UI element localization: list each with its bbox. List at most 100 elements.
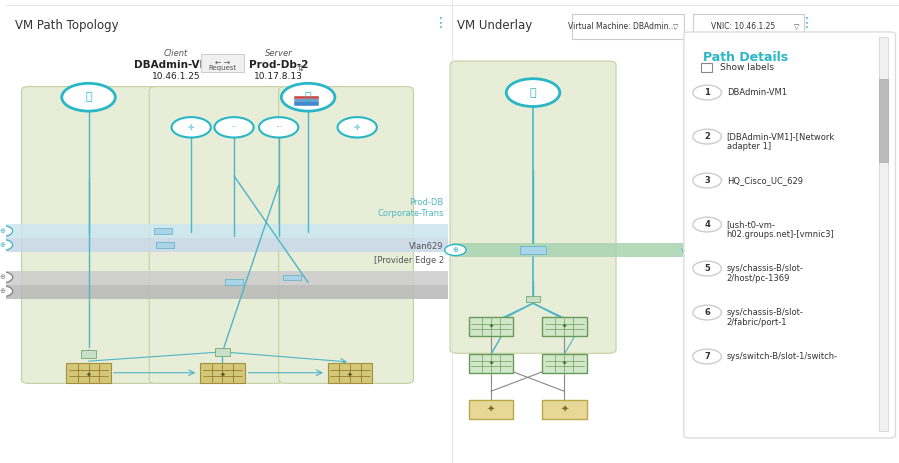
Text: [DBAdmin-VM1]-[Network
adapter 1]: [DBAdmin-VM1]-[Network adapter 1] xyxy=(726,132,835,151)
Text: 4: 4 xyxy=(704,220,710,229)
Text: ✦: ✦ xyxy=(562,324,567,329)
Bar xyxy=(294,101,319,106)
Text: Show labels: Show labels xyxy=(720,63,774,72)
Text: ✦: ✦ xyxy=(85,372,92,378)
Bar xyxy=(468,317,513,336)
Text: ✛: ✛ xyxy=(354,123,360,132)
Text: ✦: ✦ xyxy=(488,361,494,366)
Circle shape xyxy=(693,217,721,232)
Text: ···: ··· xyxy=(230,123,237,132)
Text: ← →: ← → xyxy=(215,57,230,67)
Text: 10.17.8.13: 10.17.8.13 xyxy=(254,72,303,81)
Bar xyxy=(154,228,172,234)
Circle shape xyxy=(337,117,377,138)
Text: Corporate-Trans: Corporate-Trans xyxy=(378,209,444,219)
Text: ⋮: ⋮ xyxy=(800,16,814,30)
Text: 10.46.1.25: 10.46.1.25 xyxy=(152,72,200,81)
Text: ✦: ✦ xyxy=(219,372,226,378)
Text: ✛: ✛ xyxy=(188,123,194,132)
Text: DBAdmin-VM1: DBAdmin-VM1 xyxy=(726,88,787,97)
Bar xyxy=(542,354,586,373)
Bar xyxy=(6,271,449,285)
Text: ✦: ✦ xyxy=(487,405,495,415)
Bar xyxy=(701,63,711,72)
Text: ✦: ✦ xyxy=(560,405,568,415)
Circle shape xyxy=(0,239,13,250)
Text: ···: ··· xyxy=(275,123,282,132)
Circle shape xyxy=(693,129,721,144)
Text: 2: 2 xyxy=(704,132,710,141)
Text: [ush-t0-vm-
h02.groups.net]-[vmnic3]: [ush-t0-vm- h02.groups.net]-[vmnic3] xyxy=(726,220,834,239)
Text: Client: Client xyxy=(164,49,188,57)
Text: 3: 3 xyxy=(704,176,710,185)
Bar xyxy=(215,348,229,356)
Circle shape xyxy=(281,83,335,111)
Bar xyxy=(693,14,805,39)
Bar xyxy=(468,354,513,373)
Text: 🖥: 🖥 xyxy=(530,88,537,98)
Bar xyxy=(468,400,513,419)
Bar xyxy=(520,246,547,254)
Text: sys/chassis-B/slot-
2/host/pc-1369: sys/chassis-B/slot- 2/host/pc-1369 xyxy=(726,264,804,283)
Circle shape xyxy=(445,244,466,256)
Bar xyxy=(225,279,243,285)
Text: ⊕: ⊕ xyxy=(0,275,4,280)
Text: VM Underlay: VM Underlay xyxy=(458,19,532,31)
Bar xyxy=(283,275,301,280)
Text: 6: 6 xyxy=(704,308,710,317)
Text: 🖥: 🖥 xyxy=(305,92,311,102)
Text: VNIC: 10.46.1.25: VNIC: 10.46.1.25 xyxy=(711,22,775,31)
Circle shape xyxy=(62,83,115,111)
Text: 5: 5 xyxy=(704,264,710,273)
Text: ✦: ✦ xyxy=(562,361,567,366)
Text: HQ_Cisco_UC_629: HQ_Cisco_UC_629 xyxy=(726,176,803,185)
FancyBboxPatch shape xyxy=(450,61,616,353)
Text: ⊕: ⊕ xyxy=(0,228,4,234)
Text: ⊕: ⊕ xyxy=(0,242,4,248)
Bar xyxy=(6,285,449,299)
Text: [Provider Edge 2: [Provider Edge 2 xyxy=(374,256,444,265)
Bar xyxy=(67,363,111,383)
Bar xyxy=(200,363,245,383)
Text: DBAdmin-VM1: DBAdmin-VM1 xyxy=(135,60,218,70)
Bar xyxy=(573,14,684,39)
Text: ✦: ✦ xyxy=(347,372,353,378)
Text: 1: 1 xyxy=(704,88,710,97)
Circle shape xyxy=(214,117,254,138)
Text: Server: Server xyxy=(265,49,292,57)
Bar xyxy=(294,99,319,104)
Circle shape xyxy=(693,173,721,188)
Text: ▽: ▽ xyxy=(794,24,799,30)
Circle shape xyxy=(172,117,211,138)
Circle shape xyxy=(0,286,13,297)
Circle shape xyxy=(506,79,560,106)
Bar xyxy=(879,37,888,431)
Text: sys/chassis-B/slot-
2/fabric/port-1: sys/chassis-B/slot- 2/fabric/port-1 xyxy=(726,308,804,327)
Circle shape xyxy=(693,305,721,320)
Text: ▽: ▽ xyxy=(673,24,679,30)
FancyBboxPatch shape xyxy=(279,87,414,383)
Text: ✦: ✦ xyxy=(488,324,494,329)
Text: sys/switch-B/slot-1/switch-: sys/switch-B/slot-1/switch- xyxy=(726,352,838,361)
Text: Virtual Machine: DBAdmin...: Virtual Machine: DBAdmin... xyxy=(568,22,676,31)
Bar xyxy=(452,243,684,257)
Circle shape xyxy=(259,117,298,138)
Bar xyxy=(156,242,174,248)
Bar xyxy=(201,54,244,72)
Circle shape xyxy=(0,272,13,283)
Text: ⋮: ⋮ xyxy=(434,16,448,30)
Bar xyxy=(294,96,319,102)
Bar xyxy=(328,363,372,383)
Text: 🖥: 🖥 xyxy=(85,92,92,102)
FancyBboxPatch shape xyxy=(22,87,156,383)
Text: ⊕: ⊕ xyxy=(452,247,458,253)
Bar xyxy=(526,296,540,302)
Text: Path Details: Path Details xyxy=(703,51,788,64)
Text: VM Path Topology: VM Path Topology xyxy=(15,19,119,31)
Circle shape xyxy=(693,261,721,276)
Text: Prod-DB: Prod-DB xyxy=(410,198,444,207)
Bar xyxy=(6,238,449,252)
Circle shape xyxy=(693,85,721,100)
Text: ⇅: ⇅ xyxy=(297,64,304,73)
Text: 7: 7 xyxy=(704,352,710,361)
